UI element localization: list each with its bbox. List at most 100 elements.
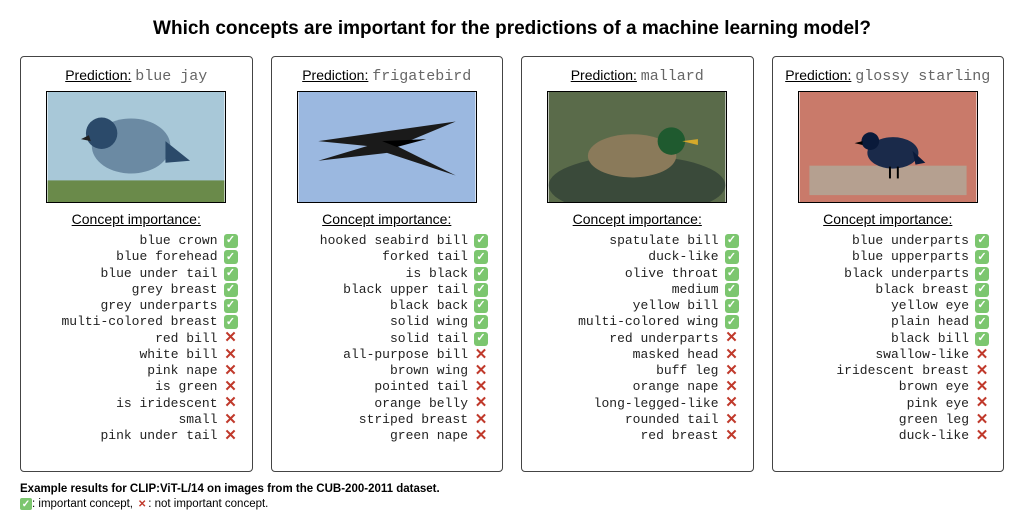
concept-row: olive throat✓ — [530, 266, 739, 282]
legend-yes-icon: ✓ — [20, 498, 32, 510]
concept-row: brown wing ✕ — [280, 363, 489, 379]
concept-row: orange nape✕ — [530, 379, 739, 395]
concept-row: pink eye✕ — [781, 396, 990, 412]
concept-row: blue upperparts ✓ — [781, 249, 990, 265]
concept-row: red underparts✕ — [530, 331, 739, 347]
concept-row: orange belly✕ — [280, 396, 489, 412]
concept-row: grey breast✓ — [29, 282, 238, 298]
footnote: Example results for CLIP:ViT-L/14 on ima… — [20, 482, 1004, 513]
panel: Prediction: glossy starling Concept impo… — [772, 56, 1005, 472]
concept-row: spatulate bill✓ — [530, 233, 739, 249]
concept-row: black upper tail✓ — [280, 282, 489, 298]
concept-label: black back — [390, 298, 468, 314]
concept-label: red bill — [155, 331, 217, 347]
concept-row: iridescent breast✕ — [781, 363, 990, 379]
prediction-line: Prediction: glossy starling — [785, 67, 990, 85]
cross-icon: ✕ — [474, 380, 488, 394]
legend-important: : important concept, — [32, 498, 136, 510]
concept-label: orange nape — [633, 379, 719, 395]
concept-row: black back✓ — [280, 298, 489, 314]
cross-icon: ✕ — [725, 429, 739, 443]
concept-row: grey underparts ✓ — [29, 298, 238, 314]
check-icon: ✓ — [474, 315, 488, 329]
concept-label: forked tail — [382, 249, 468, 265]
concept-label: orange belly — [374, 396, 468, 412]
cross-icon: ✕ — [975, 380, 989, 394]
prediction-value: frigatebird — [372, 68, 471, 85]
concept-row: hooked seabird bill✓ — [280, 233, 489, 249]
prediction-label: Prediction: — [571, 67, 637, 83]
concepts-list: blue underparts✓blue upperparts✓black un… — [781, 233, 996, 444]
prediction-value: glossy starling — [855, 68, 990, 85]
concept-label: iridescent breast — [836, 363, 969, 379]
concept-label: striped breast — [359, 412, 468, 428]
concept-label: yellow bill — [633, 298, 719, 314]
panel: Prediction: mallard Concept importance:s… — [521, 56, 754, 472]
check-icon: ✓ — [725, 267, 739, 281]
panel: Prediction: frigatebird Concept importan… — [271, 56, 504, 472]
concept-label: swallow-like — [875, 347, 969, 363]
concept-row: duck-like✓ — [530, 249, 739, 265]
check-icon: ✓ — [975, 250, 989, 264]
concept-label: brown wing — [390, 363, 468, 379]
concept-label: pointed tail — [374, 379, 468, 395]
concept-label: small — [178, 412, 217, 428]
panel: Prediction: blue jay Concept importance:… — [20, 56, 253, 472]
check-icon: ✓ — [975, 332, 989, 346]
concept-label: multi-colored breast — [61, 314, 217, 330]
concept-label: hooked seabird bill — [320, 233, 468, 249]
concept-label: grey underparts — [100, 298, 217, 314]
concept-label: duck-like — [899, 428, 969, 444]
concept-label: green nape — [390, 428, 468, 444]
concept-row: duck-like✕ — [781, 428, 990, 444]
concept-label: black upper tail — [343, 282, 468, 298]
concept-label: blue under tail — [100, 266, 217, 282]
concept-importance-label: Concept importance: — [823, 211, 952, 227]
concept-importance-label: Concept importance: — [322, 211, 451, 227]
concept-row: green nape ✕ — [280, 428, 489, 444]
check-icon: ✓ — [224, 267, 238, 281]
concept-row: long-legged-like✕ — [530, 396, 739, 412]
concept-label: is black — [406, 266, 468, 282]
cross-icon: ✕ — [474, 413, 488, 427]
cross-icon: ✕ — [725, 364, 739, 378]
check-icon: ✓ — [975, 283, 989, 297]
concept-row: blue forehead✓ — [29, 249, 238, 265]
concept-row: black breast✓ — [781, 282, 990, 298]
cross-icon: ✕ — [975, 397, 989, 411]
concept-label: brown eye — [899, 379, 969, 395]
concepts-list: blue crown✓blue forehead✓blue under tail… — [29, 233, 244, 444]
concept-row: swallow-like✕ — [781, 347, 990, 363]
concept-row: buff leg✕ — [530, 363, 739, 379]
prediction-value: blue jay — [135, 68, 207, 85]
concept-label: long-legged-like — [594, 396, 719, 412]
cross-icon: ✕ — [224, 413, 238, 427]
concept-row: black bill✓ — [781, 331, 990, 347]
concept-label: solid tail — [390, 331, 468, 347]
cross-icon: ✕ — [474, 364, 488, 378]
check-icon: ✓ — [224, 299, 238, 313]
concepts-list: hooked seabird bill✓forked tail ✓ is black… — [280, 233, 495, 444]
check-icon: ✓ — [224, 315, 238, 329]
concept-row: red breast✕ — [530, 428, 739, 444]
concept-row: is iridescent✕ — [29, 396, 238, 412]
prediction-value: mallard — [641, 68, 704, 85]
cross-icon: ✕ — [474, 429, 488, 443]
concept-row: blue crown✓ — [29, 233, 238, 249]
prediction-line: Prediction: frigatebird — [302, 67, 471, 85]
thumbnail — [547, 91, 727, 203]
cross-icon: ✕ — [725, 413, 739, 427]
concept-label: black underparts — [844, 266, 969, 282]
footnote-legend: ✓: important concept, ✕: not important c… — [20, 497, 1004, 513]
concept-row: blue under tail ✓ — [29, 266, 238, 282]
concept-label: rounded tail — [625, 412, 719, 428]
concept-label: masked head — [633, 347, 719, 363]
concept-row: multi-colored breast ✓ — [29, 314, 238, 330]
concept-label: yellow eye — [891, 298, 969, 314]
concept-label: blue upperparts — [852, 249, 969, 265]
concept-label: medium — [672, 282, 719, 298]
thumbnail — [297, 91, 477, 203]
concept-label: blue forehead — [116, 249, 217, 265]
concept-label: green leg — [899, 412, 969, 428]
concept-label: is green — [155, 379, 217, 395]
